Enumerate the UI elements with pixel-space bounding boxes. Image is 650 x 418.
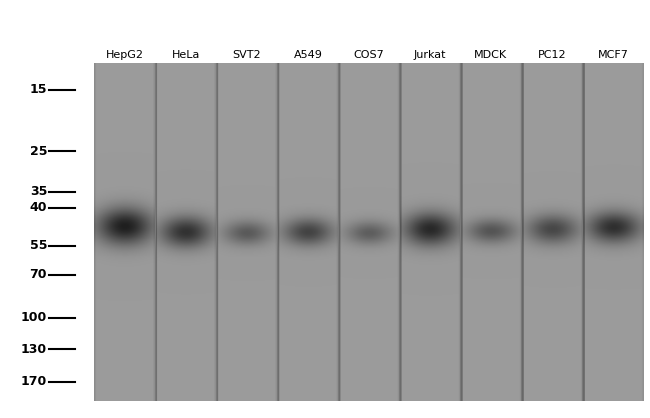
Text: HeLa: HeLa xyxy=(172,50,200,60)
Text: COS7: COS7 xyxy=(354,50,384,60)
Text: 170: 170 xyxy=(21,375,47,388)
Text: HepG2: HepG2 xyxy=(106,50,144,60)
Text: A549: A549 xyxy=(293,50,322,60)
Text: 100: 100 xyxy=(21,311,47,324)
Text: PC12: PC12 xyxy=(538,50,566,60)
Text: MDCK: MDCK xyxy=(474,50,508,60)
Text: Jurkat: Jurkat xyxy=(413,50,446,60)
Text: 25: 25 xyxy=(30,145,47,158)
Text: SVT2: SVT2 xyxy=(233,50,261,60)
Text: 40: 40 xyxy=(30,201,47,214)
Text: 35: 35 xyxy=(30,185,47,198)
Text: 130: 130 xyxy=(21,343,47,356)
Text: 15: 15 xyxy=(30,83,47,96)
Text: 55: 55 xyxy=(30,240,47,252)
Text: MCF7: MCF7 xyxy=(597,50,629,60)
Text: 70: 70 xyxy=(30,268,47,281)
